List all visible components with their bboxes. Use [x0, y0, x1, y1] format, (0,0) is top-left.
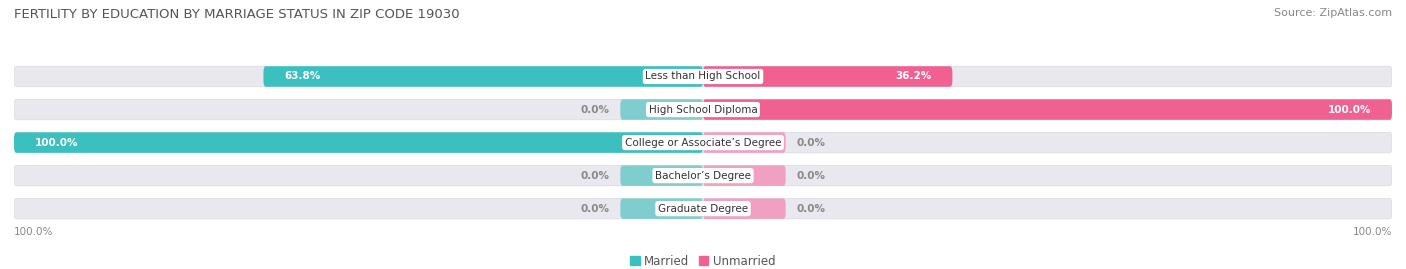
FancyBboxPatch shape: [703, 165, 786, 186]
Text: Graduate Degree: Graduate Degree: [658, 204, 748, 214]
Legend: Married, Unmarried: Married, Unmarried: [626, 250, 780, 269]
FancyBboxPatch shape: [14, 66, 1392, 87]
Text: 63.8%: 63.8%: [284, 72, 321, 82]
FancyBboxPatch shape: [703, 199, 786, 219]
Text: 0.0%: 0.0%: [797, 171, 825, 180]
Text: 100.0%: 100.0%: [1327, 105, 1371, 115]
Text: Source: ZipAtlas.com: Source: ZipAtlas.com: [1274, 8, 1392, 18]
Text: FERTILITY BY EDUCATION BY MARRIAGE STATUS IN ZIP CODE 19030: FERTILITY BY EDUCATION BY MARRIAGE STATU…: [14, 8, 460, 21]
FancyBboxPatch shape: [14, 132, 1392, 153]
FancyBboxPatch shape: [703, 66, 952, 87]
Text: College or Associate’s Degree: College or Associate’s Degree: [624, 137, 782, 148]
FancyBboxPatch shape: [703, 132, 786, 153]
Text: 36.2%: 36.2%: [896, 72, 932, 82]
Text: 100.0%: 100.0%: [14, 227, 53, 237]
FancyBboxPatch shape: [620, 99, 703, 120]
FancyBboxPatch shape: [703, 99, 1392, 120]
Text: 100.0%: 100.0%: [35, 137, 79, 148]
Text: 0.0%: 0.0%: [581, 204, 609, 214]
FancyBboxPatch shape: [14, 99, 1392, 120]
Text: 0.0%: 0.0%: [797, 137, 825, 148]
Text: 100.0%: 100.0%: [1353, 227, 1392, 237]
FancyBboxPatch shape: [14, 199, 1392, 219]
FancyBboxPatch shape: [263, 66, 703, 87]
Text: Bachelor’s Degree: Bachelor’s Degree: [655, 171, 751, 180]
FancyBboxPatch shape: [14, 165, 1392, 186]
Text: High School Diploma: High School Diploma: [648, 105, 758, 115]
FancyBboxPatch shape: [14, 132, 703, 153]
FancyBboxPatch shape: [620, 165, 703, 186]
Text: 0.0%: 0.0%: [581, 105, 609, 115]
Text: 0.0%: 0.0%: [797, 204, 825, 214]
Text: 0.0%: 0.0%: [581, 171, 609, 180]
Text: Less than High School: Less than High School: [645, 72, 761, 82]
FancyBboxPatch shape: [620, 199, 703, 219]
